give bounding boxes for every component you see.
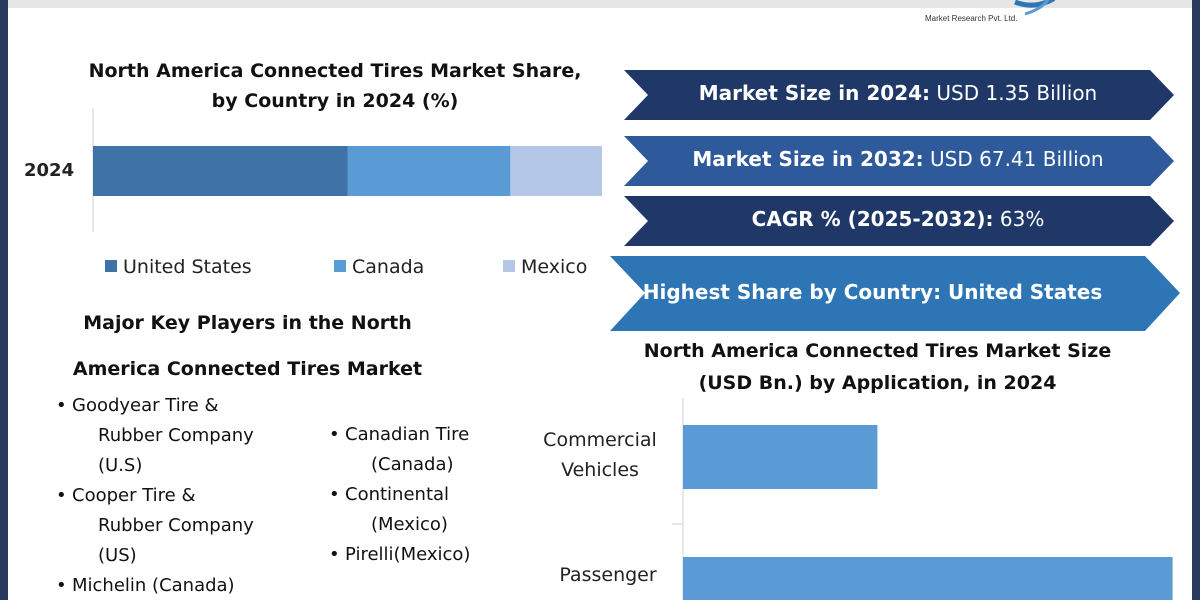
share-chart-title-line2: by Country in 2024 (%) [211,90,459,112]
left-frame-border [0,0,8,600]
share-legend-item-us: United States [105,256,252,278]
banner-2-bold: Market Size in 2032: [692,147,924,171]
application-category-label-2: Passenger [559,564,657,586]
banner-cagr: CAGR % (2025-2032): 63% [648,207,1148,231]
banner-4-bold: Highest Share by Country: United States [642,280,1103,304]
application-bar-0 [683,425,878,489]
share-bar-segment-0 [93,146,348,196]
key-players-left-list: Goodyear Tire & Rubber Company (U.S) Coo… [56,391,296,601]
banner-3-bold: CAGR % (2025-2032): [751,207,994,231]
application-chart-title-line1: North America Connected Tires Market Siz… [643,340,1112,362]
list-item: Goodyear Tire & Rubber Company (U.S) [56,391,296,481]
logo-company-name: Market Research Pvt. Ltd. [925,14,1018,23]
key-players-title: Major Key Players in the North America C… [30,300,465,392]
banner-graphics [610,70,1180,331]
legend-swatch-us [105,259,117,272]
application-bar-1 [683,557,1173,600]
key-players-right-list: Canadian Tire (Canada) Continental (Mexi… [329,420,529,570]
share-bar-segment-1 [347,146,511,196]
share-chart-title: North America Connected Tires Market Sha… [60,56,610,116]
banner-market-size-2032: Market Size in 2032: USD 67.41 Billion [648,147,1148,171]
list-item: Michelin (Canada) [56,571,296,601]
application-chart-title: North America Connected Tires Market Siz… [600,335,1155,399]
company-logo [1014,0,1055,16]
banner-1-bold: Market Size in 2024: [698,81,931,105]
list-item: Canadian Tire (Canada) [329,420,529,480]
right-frame-border [1192,0,1200,600]
key-players-title-line2: America Connected Tires Market [72,358,423,380]
legend-swatch-mexico [503,259,515,272]
share-chart-title-line1: North America Connected Tires Market Sha… [88,60,582,82]
banner-market-size-2024: Market Size in 2024: USD 1.35 Billion [648,81,1148,105]
list-item: Continental (Mexico) [329,480,529,540]
share-legend-item-mexico: Mexico [503,256,587,278]
banner-2-value: USD 67.41 Billion [923,147,1104,171]
application-chart-title-line2: (USD Bn.) by Application, in 2024 [698,372,1057,394]
share-chart-category-label: 2024 [24,160,75,181]
share-chart [92,108,602,232]
key-players-title-line1: Major Key Players in the North [83,312,412,334]
banner-arrow-4 [610,256,1180,331]
legend-label-us: United States [123,256,252,278]
banner-arrow-3 [624,196,1174,246]
banner-highest-share: Highest Share by Country: United States [620,280,1125,304]
banner-arrow-2 [624,136,1174,186]
list-item: Cooper Tire & Rubber Company (US) [56,481,296,571]
share-bar-segment-2 [510,146,602,196]
top-frame-strip [0,0,1200,8]
share-legend-item-canada: Canada [334,256,424,278]
legend-swatch-canada [334,259,346,272]
application-category-label-1: Commercial Vehicles [543,429,657,481]
legend-label-mexico: Mexico [521,256,588,278]
list-item: Pirelli(Mexico) [329,540,529,570]
legend-label-canada: Canada [352,256,425,278]
banner-arrow-1 [624,70,1174,120]
banner-3-value: 63% [993,207,1045,231]
banner-1-value: USD 1.35 Billion [930,81,1098,105]
